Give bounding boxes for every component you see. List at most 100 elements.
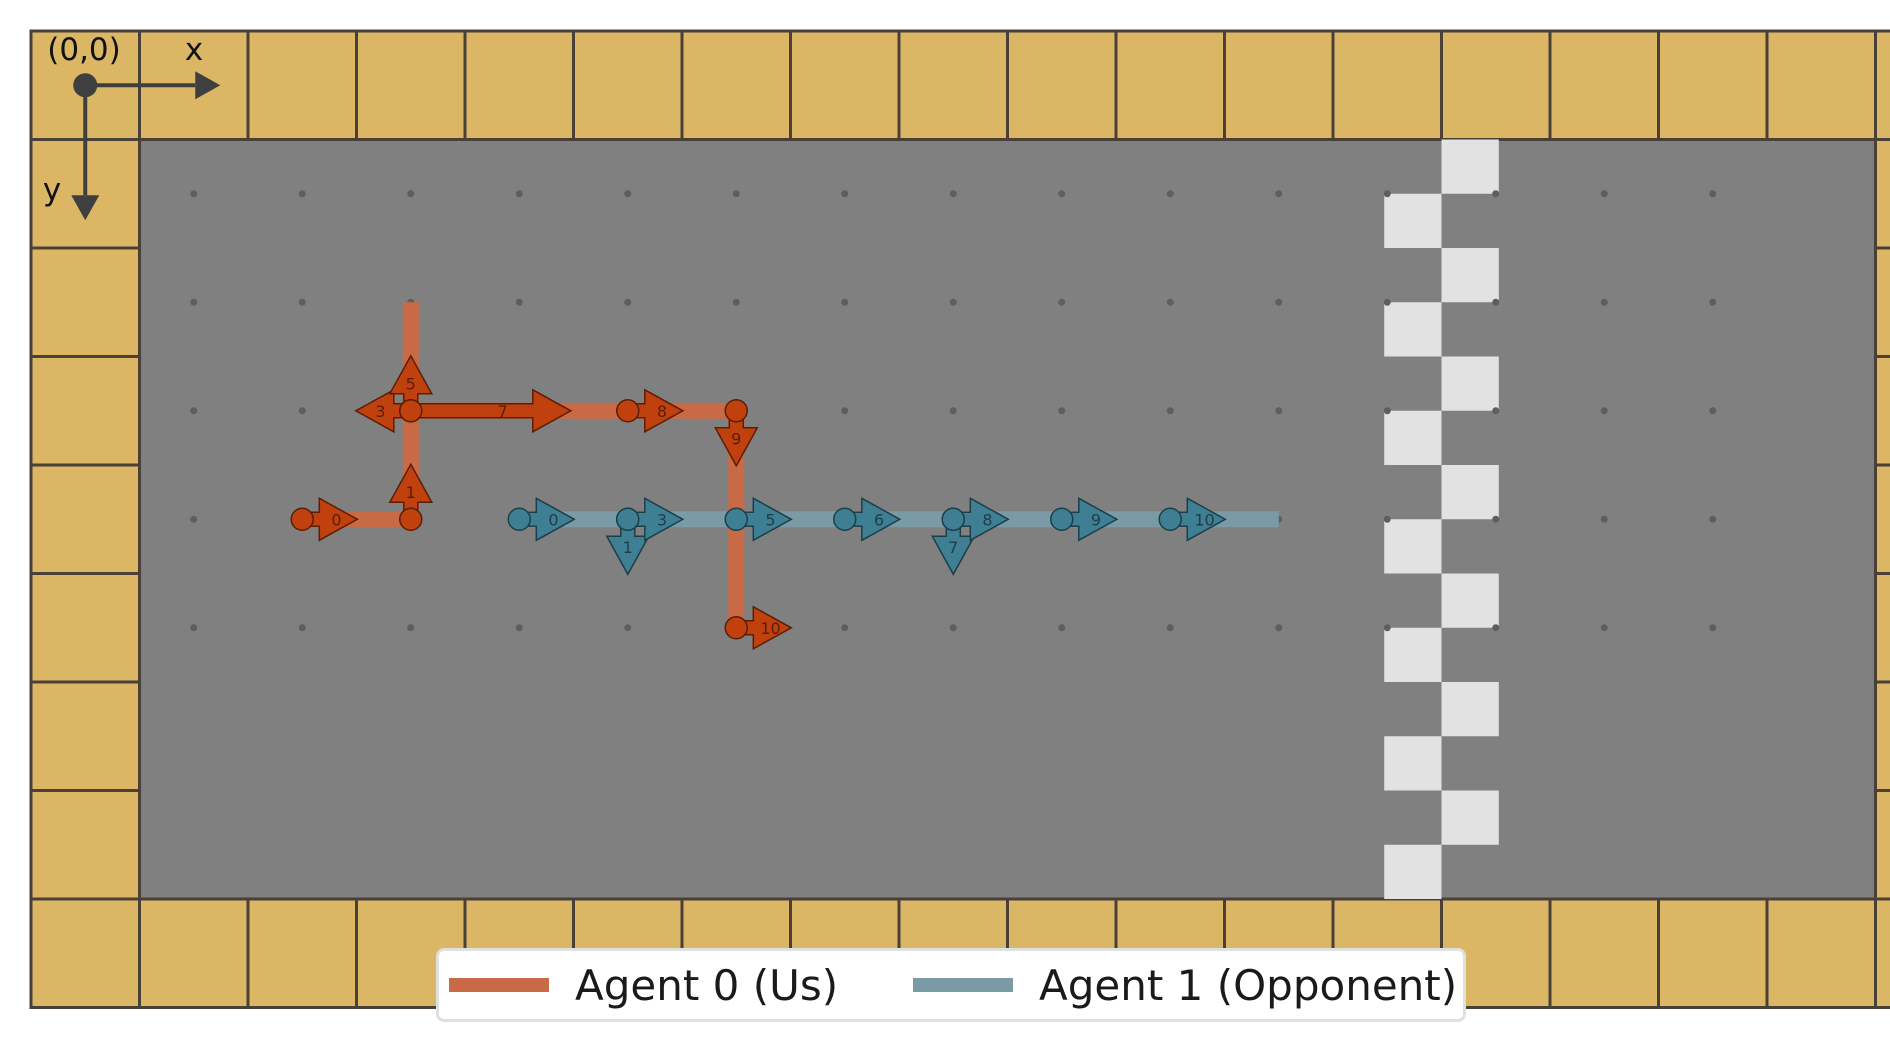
grid-dot (1275, 190, 1283, 198)
agent-0-position-marker (724, 399, 748, 423)
grid-dot (841, 298, 849, 306)
finish-square (1441, 573, 1499, 628)
coordinate-axes: (0,0) x y (43, 32, 221, 221)
grid-dot (190, 515, 198, 523)
grid-dot (298, 624, 306, 632)
finish-square (1384, 627, 1442, 682)
grid-dot (190, 624, 198, 632)
agent-1-step-5: 5 (724, 497, 793, 542)
agent-1-position-marker (507, 507, 531, 531)
agent-0-position-marker (616, 399, 640, 423)
grid-dot (1166, 298, 1174, 306)
origin-label: (0,0) (47, 32, 121, 68)
grid-dot (1166, 190, 1174, 198)
agent-0-step-1: 1 (388, 462, 434, 531)
legend: Agent 0 (Us) Agent 1 (Opponent) (436, 948, 1466, 1022)
agent-1-step-label: 9 (1091, 510, 1101, 529)
x-axis-label: x (185, 32, 203, 68)
finish-square (1384, 302, 1442, 357)
grid-dot (841, 190, 849, 198)
grid-dot (1492, 407, 1500, 415)
agent-1-step-0: 0 (507, 497, 576, 542)
finish-square (1384, 193, 1442, 248)
grid-dot (624, 298, 632, 306)
grid-dot (841, 407, 849, 415)
agent-1-step-label: 5 (765, 510, 775, 529)
agent-1-step-label: 8 (982, 510, 992, 529)
grid-dot (1383, 190, 1391, 198)
grid-dot (1709, 407, 1717, 415)
grid-dot (407, 624, 415, 632)
agent-0-step-0: 0 (290, 497, 359, 542)
grid-dot (1166, 624, 1174, 632)
legend-label-agent-1: Agent 1 (Opponent) (1039, 960, 1458, 1010)
finish-square (1384, 844, 1442, 899)
grid-dot (1709, 298, 1717, 306)
agent-1-step-8: 8 (941, 497, 1010, 542)
grid-dot (1275, 624, 1283, 632)
grid-dot (1492, 190, 1500, 198)
agent-1-step-label: 10 (1194, 510, 1214, 529)
agent-0-position-marker (724, 616, 748, 640)
legend-swatch-agent-0 (449, 978, 549, 992)
agent-0-step-label: 3 (375, 402, 385, 421)
finish-square (1441, 248, 1499, 303)
grid-dot (1600, 190, 1608, 198)
grid-dot (1709, 624, 1717, 632)
agent-0-position-marker (290, 507, 314, 531)
grid-dot (1383, 624, 1391, 632)
track-outline (138, 138, 1877, 901)
agent-1-step-9: 9 (1050, 497, 1119, 542)
agent-1-step-label: 7 (948, 538, 958, 557)
legend-swatch-agent-1 (913, 978, 1013, 992)
grid-dot (1275, 298, 1283, 306)
agent-1-step-3: 3 (616, 497, 685, 542)
grid-dot (1275, 407, 1283, 415)
grid-dot (1492, 298, 1500, 306)
finish-square (1441, 139, 1499, 194)
agent-1-position-marker (724, 507, 748, 531)
grid-dot (298, 407, 306, 415)
finish-square (1384, 736, 1442, 791)
grid-dot (1058, 407, 1066, 415)
agent-0-step-label: 9 (731, 429, 741, 448)
grid-dot (1600, 298, 1608, 306)
finish-square (1384, 410, 1442, 465)
legend-label-agent-0: Agent 0 (Us) (575, 960, 839, 1010)
grid-dot (732, 298, 740, 306)
grid-dot (1383, 298, 1391, 306)
agent-1-step-6: 6 (833, 497, 902, 542)
finish-square (1441, 465, 1499, 520)
grid-dot (515, 190, 523, 198)
grid-dot (515, 624, 523, 632)
grid-dot (624, 190, 632, 198)
agent-0-step-9: 9 (714, 399, 759, 468)
agent-0-step-label: 7 (498, 402, 508, 421)
grid-dot (1058, 190, 1066, 198)
grid-dot (1709, 190, 1717, 198)
grid-dot (1383, 407, 1391, 415)
agent-1-step-label: 0 (548, 510, 558, 529)
x-axis-arrow-head (195, 71, 221, 100)
agent-0-step-10: 10 (724, 605, 793, 651)
agent-1-step-label: 3 (657, 510, 667, 529)
agent-1-position-marker (941, 507, 965, 531)
agent-1-position-marker (1050, 507, 1074, 531)
agent-1-step-label: 6 (874, 510, 884, 529)
agent-0-step-label: 1 (406, 483, 416, 502)
grid-dot (190, 298, 198, 306)
agent-0-step-7: 7 (399, 388, 573, 434)
agent-0-step-label: 10 (760, 619, 780, 638)
grid-dot (624, 624, 632, 632)
grid-dot (1492, 624, 1500, 632)
agent-0-step-8: 8 (616, 388, 685, 434)
grid-dot (949, 624, 957, 632)
grid-dot (732, 190, 740, 198)
agent-0-arrow (410, 388, 573, 434)
grid-dot (298, 298, 306, 306)
legend-item-agent-1: Agent 1 (Opponent) (913, 951, 1457, 1019)
agent-0-position-marker (399, 399, 423, 423)
finish-square (1384, 519, 1442, 574)
agent-1-position-marker (1158, 507, 1182, 531)
